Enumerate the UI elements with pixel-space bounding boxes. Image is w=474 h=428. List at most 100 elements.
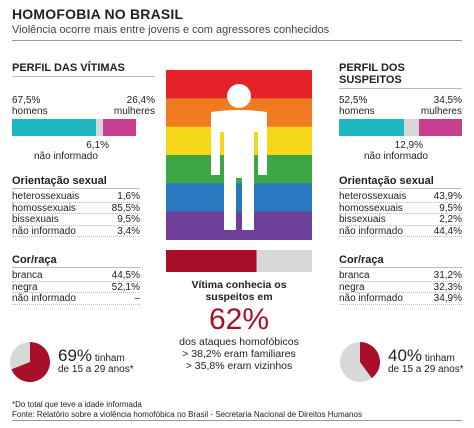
rainbow-stripe: [166, 183, 312, 213]
row-value: 31,2%: [433, 270, 462, 281]
victims-ni-label: não informado: [34, 151, 98, 162]
suspects-age-text1: tinham: [424, 353, 455, 364]
suspects-homens-pct: 52,5%: [339, 95, 368, 106]
victims-heading: PERFIL DAS VÍTIMAS: [12, 62, 125, 74]
table-row: não informado 44,4%: [339, 225, 462, 237]
row-label: bissexuais: [12, 214, 59, 225]
row-value: 1,6%: [117, 191, 140, 202]
row-label: branca: [12, 270, 43, 281]
suspects-age-text2: de 15 a 29 anos*: [388, 364, 464, 375]
pie-slice-victims: [11, 342, 50, 382]
suspects-age-text: 40% tinham de 15 a 29 anos*: [388, 347, 464, 375]
row-value: 32,3%: [433, 281, 462, 293]
pie-slice-suspects: [360, 342, 380, 379]
row-value: 52,1%: [111, 281, 140, 293]
victims-race: Cor/raça branca 44,5% negra 52,1% não info…: [12, 254, 140, 305]
table-row: bissexuais 9,5%: [12, 214, 140, 226]
suspects-race-heading: Cor/raça: [339, 254, 384, 266]
table-row: branca 31,2%: [339, 270, 462, 282]
table-row: negra 52,1%: [12, 281, 140, 293]
victims-orientation-heading: Orientação sexual: [12, 175, 107, 187]
row-value: 3,4%: [117, 225, 140, 237]
footnote: *Do total que teve a idade informada: [12, 400, 142, 409]
victims-homens-pct: 67,5%: [12, 95, 41, 106]
suspects-homens-label: homens: [339, 106, 375, 117]
suspects-race: Cor/raça branca 31,2% negra 32,3% não info…: [339, 254, 462, 305]
row-label: homossexuais: [339, 202, 403, 214]
victims-mulheres-pct: 26,4%: [126, 95, 155, 106]
victims-panel: PERFIL DAS VÍTIMAS: [12, 62, 155, 77]
row-value: 85,5%: [111, 202, 140, 214]
table-row: não informado 34,9%: [339, 293, 462, 305]
victims-age-pct: 69%: [58, 346, 93, 365]
row-label: heterossexuais: [339, 191, 407, 202]
page-title: HOMOFOBIA NO BRASIL: [12, 6, 184, 22]
suspects-gender-bar: [339, 119, 462, 136]
center-line3: dos ataques homofóbicos: [179, 336, 299, 348]
row-value: 9,5%: [439, 202, 462, 214]
suspects-ni-pct: 12,9%: [394, 140, 423, 151]
table-row: não informado 3,4%: [12, 225, 140, 237]
center-line1: Vítima conhecia os: [191, 279, 287, 291]
center-block: Vítima conhecia os suspeitos em 62% dos …: [160, 279, 318, 372]
suspects-age-pie: [340, 342, 380, 382]
row-label: bissexuais: [339, 214, 386, 225]
table-row: homossexuais 85,5%: [12, 202, 140, 214]
row-value: –: [134, 293, 140, 304]
table-row: heterossexuais 43,9%: [339, 191, 462, 203]
victims-age-text: 69% tinham de 15 a 29 anos*: [58, 347, 134, 375]
victims-age-text2: de 15 a 29 anos*: [58, 364, 134, 375]
suspects-orientation: Orientação sexual heterossexuais 43,9% ho…: [339, 175, 462, 237]
suspects-bar-ni: [403, 119, 420, 136]
source: Fonte: Relatório sobre a violência homof…: [12, 410, 362, 419]
row-label: heterossexuais: [12, 191, 80, 202]
victims-race-heading: Cor/raça: [12, 254, 57, 266]
row-value: 44,4%: [433, 225, 462, 237]
suspects-orientation-heading: Orientação sexual: [339, 175, 434, 187]
victims-homens-label: homens: [12, 106, 48, 117]
acquaintance-bar: [166, 250, 312, 272]
row-label: não informado: [339, 225, 403, 237]
suspects-bar-homens: [339, 119, 404, 136]
page-subtitle: Violência ocorre mais entre jovens e com…: [12, 24, 330, 36]
row-value: 44,5%: [111, 270, 140, 281]
table-row: bissexuais 2,2%: [339, 214, 462, 226]
row-label: homossexuais: [12, 202, 76, 214]
row-label: não informado: [12, 225, 76, 237]
suspects-panel: PERFIL DOS SUSPEITOS: [339, 62, 462, 89]
acquaintance-bar-fill: [166, 250, 257, 272]
row-value: 43,9%: [433, 191, 462, 202]
suspects-age-pct: 40%: [388, 346, 423, 365]
victims-age-pie: [10, 342, 50, 382]
center-big-pct: 62%: [208, 303, 270, 336]
victims-mulheres-label: mulheres: [113, 106, 155, 117]
victims-ni-pct: 6,1%: [86, 140, 109, 151]
victims-bar-mulheres: [103, 119, 136, 136]
victims-bar-ni: [95, 119, 104, 136]
suspects-mulheres-label: mulheres: [420, 106, 462, 117]
person-icon: [211, 84, 267, 230]
table-row: heterossexuais 1,6%: [12, 191, 140, 203]
row-value: 9,5%: [117, 214, 140, 225]
rainbow-figure: [166, 70, 312, 240]
row-label: não informado: [339, 293, 403, 304]
row-label: não informado: [12, 293, 76, 304]
footer-divider: [12, 420, 462, 421]
suspects-bar-mulheres: [419, 119, 462, 136]
header-divider: [12, 40, 462, 41]
row-value: 2,2%: [439, 214, 462, 225]
suspects-heading: PERFIL DOS SUSPEITOS: [339, 62, 405, 86]
victims-orientation: Orientação sexual heterossexuais 1,6% hom…: [12, 175, 140, 237]
center-line5: > 35,8% eram vizinhos: [185, 360, 293, 372]
center-line4: > 38,2% eram familiares: [182, 348, 296, 360]
suspects-ni-label: não informado: [364, 151, 428, 162]
table-row: homossexuais 9,5%: [339, 202, 462, 214]
table-row: não informado –: [12, 293, 140, 305]
row-label: branca: [339, 270, 370, 281]
row-label: negra: [339, 281, 365, 293]
row-value: 34,9%: [433, 293, 462, 304]
table-row: negra 32,3%: [339, 281, 462, 293]
row-label: negra: [12, 281, 38, 293]
center-line2: suspeitos em: [205, 291, 273, 303]
victims-bar-homens: [12, 119, 96, 136]
